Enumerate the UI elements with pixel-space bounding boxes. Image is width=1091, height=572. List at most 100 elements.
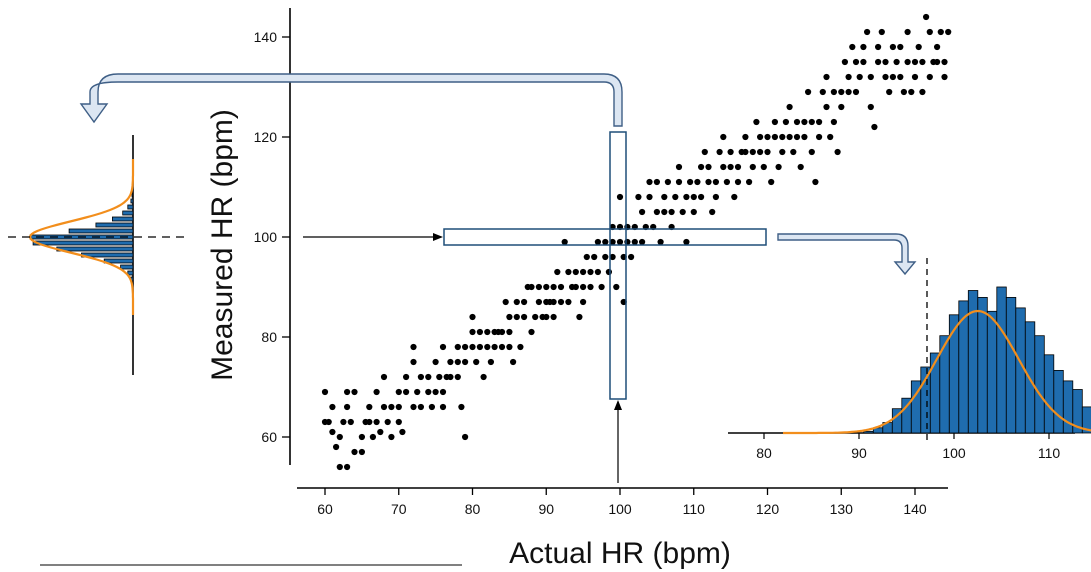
scatter-point <box>635 193 642 201</box>
scatter-point <box>572 268 579 276</box>
measured-histogram-bar <box>95 222 134 228</box>
scatter-point <box>591 253 598 261</box>
scatter-point <box>329 428 336 436</box>
scatter-point <box>816 118 823 126</box>
scatter-point <box>358 433 365 441</box>
scatter-point <box>808 118 815 126</box>
scatter-point <box>852 58 860 66</box>
scatter-point <box>867 73 874 81</box>
measured-histogram-bar <box>120 264 134 270</box>
scatter-point <box>373 388 380 396</box>
x-tick-label: 70 <box>391 501 407 517</box>
scatter-point <box>557 283 565 291</box>
scatter-point <box>878 28 885 36</box>
scatter-point <box>358 448 365 456</box>
scatter-point <box>900 88 908 96</box>
scatter-point <box>587 268 594 276</box>
scatter-point <box>779 148 786 156</box>
scatter-point <box>923 13 930 21</box>
scatter-point <box>827 133 834 141</box>
actual-x-tick-label: 90 <box>851 445 867 461</box>
scatter-point <box>535 298 543 306</box>
scatter-point <box>517 343 524 351</box>
measured-histogram-bars <box>29 192 134 282</box>
measured-histogram-bar <box>127 204 134 210</box>
scatter-point <box>557 298 565 306</box>
scatter-point <box>428 403 435 411</box>
scatter-point <box>768 178 775 186</box>
scatter-point <box>764 148 771 156</box>
scatter-point <box>886 88 893 96</box>
measured-histogram-bar <box>122 210 134 216</box>
actual-histogram-bar <box>948 314 960 434</box>
scatter-point <box>594 268 602 276</box>
scatter-point <box>594 238 602 246</box>
scatter-point <box>764 133 771 141</box>
scatter-point <box>941 58 948 66</box>
y-tick-label: 80 <box>261 329 277 345</box>
scatter-point <box>380 373 388 381</box>
scatter-point <box>793 133 801 141</box>
scatter-point <box>333 443 340 451</box>
scatter-point <box>598 283 605 291</box>
scatter-point <box>897 73 904 81</box>
scatter-point <box>838 88 845 96</box>
scatter-point <box>498 328 506 336</box>
scatter-point <box>580 283 587 291</box>
scatter-point <box>661 208 668 216</box>
actual-histogram-bar <box>1081 406 1091 434</box>
scatter-point <box>672 193 679 201</box>
scatter-point <box>749 148 756 156</box>
scatter-point <box>410 343 417 351</box>
scatter-point <box>712 193 720 201</box>
scatter-point <box>664 178 672 186</box>
scatter-point <box>698 163 705 171</box>
x-tick-label: 120 <box>756 501 780 517</box>
scatter-point <box>771 133 779 141</box>
x-tick-label: 90 <box>538 501 554 517</box>
measured-histogram-bar <box>68 228 134 234</box>
scatter-point <box>369 433 376 441</box>
y-tick-label: 140 <box>254 29 278 45</box>
measured-histogram-bar <box>32 240 134 246</box>
scatter-point <box>550 298 557 306</box>
scatter-point <box>675 163 683 171</box>
scatter-point <box>509 358 517 366</box>
scatter-point <box>344 388 351 396</box>
scatter-point <box>786 103 793 111</box>
scatter-point <box>580 268 587 276</box>
scatter-point <box>793 118 801 126</box>
y-tick-label: 60 <box>261 429 277 445</box>
y-axis-title: Measured HR (bpm) <box>206 109 239 381</box>
scatter-point <box>653 208 661 216</box>
scatter-point <box>602 253 609 261</box>
scatter-point <box>616 193 624 201</box>
scatter-point <box>528 283 535 291</box>
scatter-point <box>860 43 867 51</box>
scatter-point <box>801 118 808 126</box>
scatter-point <box>543 283 550 291</box>
scatter-point <box>325 418 332 426</box>
scatter-point <box>506 343 513 351</box>
actual-histogram-bar <box>863 430 874 434</box>
scatter-point <box>543 313 550 321</box>
scatter-point <box>506 313 513 321</box>
scatter-point <box>572 283 579 291</box>
scatter-point <box>388 403 395 411</box>
scatter-point <box>661 193 668 201</box>
scatter-point <box>875 43 882 51</box>
scatter-point <box>716 148 723 156</box>
scatter-point <box>469 313 476 321</box>
scatter-point <box>875 58 882 66</box>
scatter-point <box>425 373 432 381</box>
scatter-point <box>403 373 410 381</box>
scatter-point <box>476 328 483 336</box>
scatter-point <box>646 178 653 186</box>
scatter-point <box>351 448 358 456</box>
scatter-point <box>937 28 944 36</box>
scatter-point <box>366 403 373 411</box>
scatter-point <box>532 313 539 321</box>
scatter-point <box>723 178 731 186</box>
scatter-point <box>683 238 690 246</box>
scatter-point <box>535 283 543 291</box>
